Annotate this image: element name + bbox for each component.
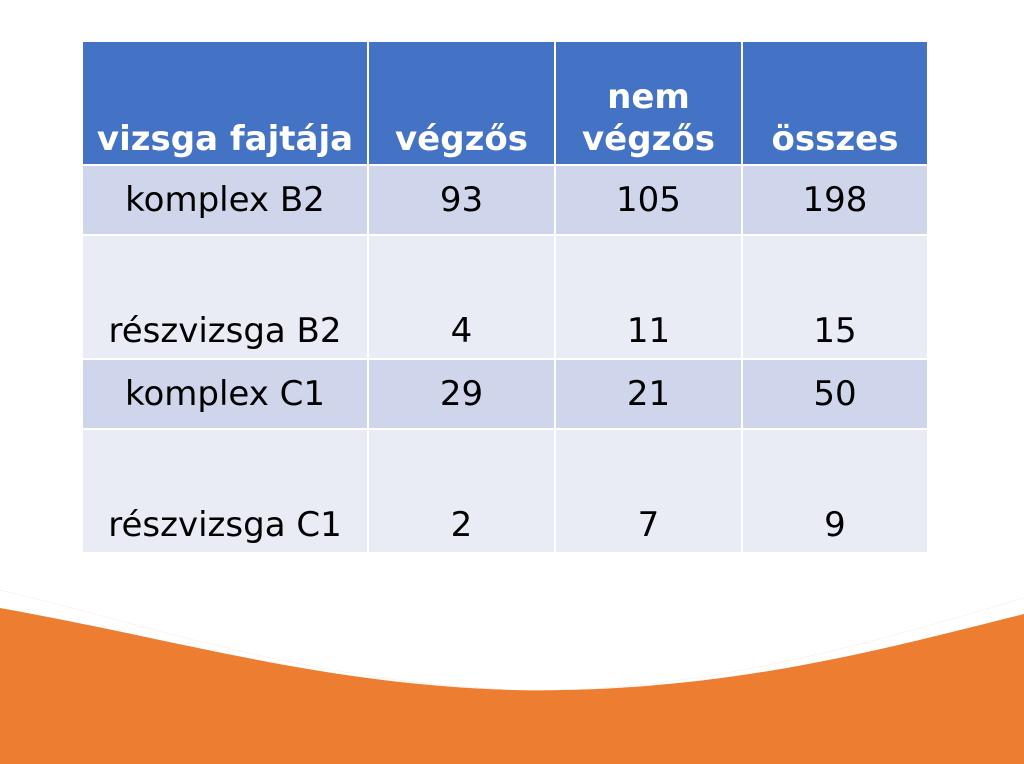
cell-exam-type: komplex C1 [83, 359, 369, 430]
cell-non-graduating: 11 [555, 235, 743, 360]
table-row: komplex C1 29 21 50 [83, 359, 927, 430]
table-row: komplex B2 93 105 198 [83, 165, 927, 236]
exam-results-table: vizsga fajtája végzős nem végzős összes … [83, 42, 927, 554]
header-non-graduating-line2: végzős [582, 119, 715, 159]
table-header-row: vizsga fajtája végzős nem végzős összes [83, 42, 927, 166]
cell-exam-type: komplex B2 [83, 165, 369, 236]
table-row: részvizsga B2 4 11 15 [83, 235, 927, 360]
cell-non-graduating: 7 [555, 429, 743, 554]
header-non-graduating: nem végzős [555, 42, 743, 166]
cell-exam-type: részvizsga B2 [83, 235, 369, 360]
white-wave-curve [0, 590, 1024, 691]
cell-total: 15 [742, 235, 927, 360]
cell-total: 198 [742, 165, 927, 236]
header-total: összes [742, 42, 927, 166]
cell-non-graduating: 21 [555, 359, 743, 430]
cell-graduating: 29 [368, 359, 556, 430]
cell-non-graduating: 105 [555, 165, 743, 236]
cell-graduating: 4 [368, 235, 556, 360]
header-exam-type: vizsga fajtája [83, 42, 369, 166]
cell-total: 50 [742, 359, 927, 430]
table-row: részvizsga C1 2 7 9 [83, 429, 927, 554]
cell-total: 9 [742, 429, 927, 554]
orange-wave-shape [0, 590, 1024, 764]
header-graduating: végzős [368, 42, 556, 166]
cell-exam-type: részvizsga C1 [83, 429, 369, 554]
cell-graduating: 93 [368, 165, 556, 236]
header-non-graduating-line1: nem [607, 77, 690, 117]
cell-graduating: 2 [368, 429, 556, 554]
